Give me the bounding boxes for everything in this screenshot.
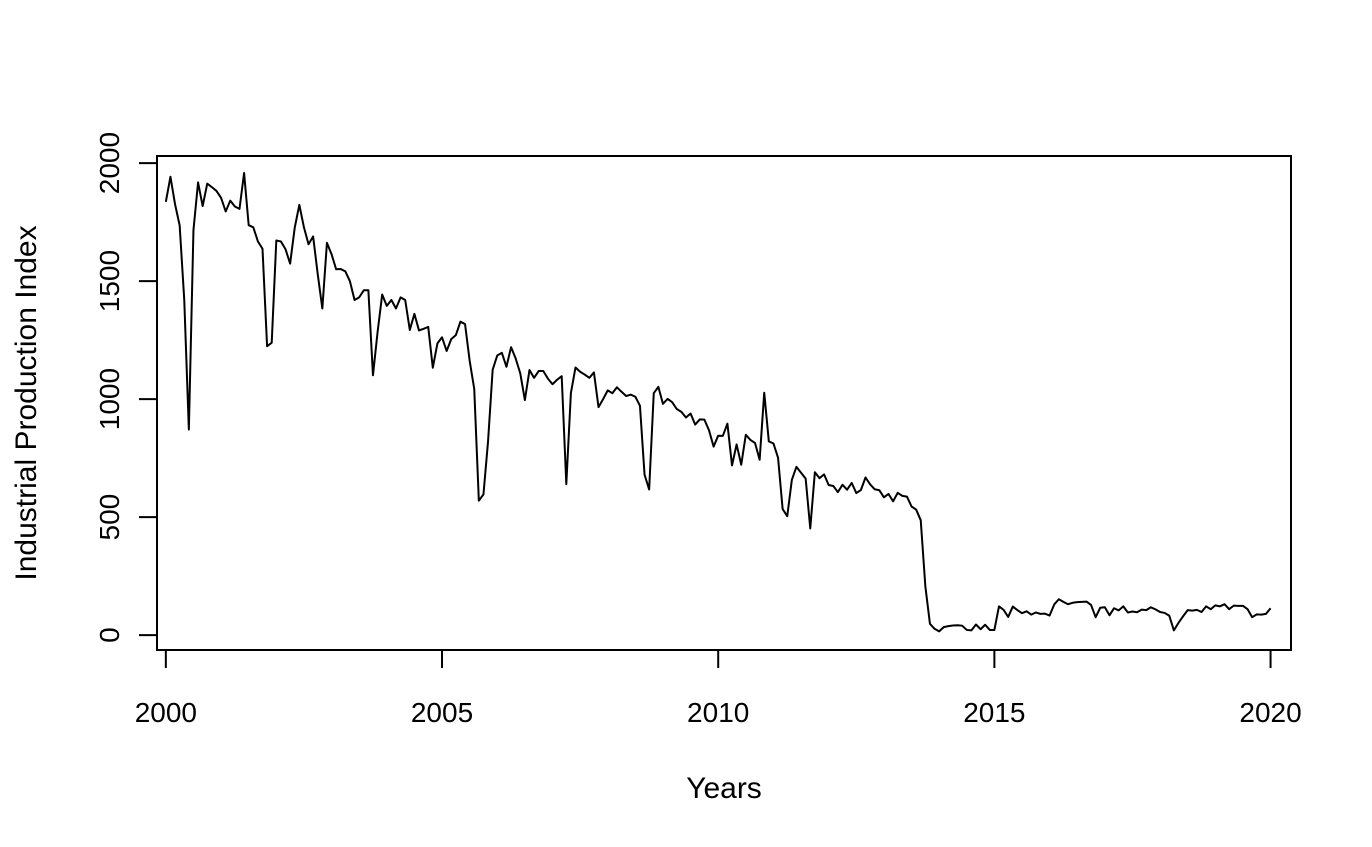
plot-frame	[156, 155, 1292, 651]
x-axis-title: Years	[686, 772, 762, 805]
x-axis: 2000 2005 2010 2015 2020	[135, 649, 1302, 728]
y-axis: 0 500 1000 1500 2000	[94, 132, 158, 643]
y-tick-label: 2000	[94, 132, 125, 194]
x-tick-label: 2010	[687, 697, 749, 728]
x-tick-label: 2015	[963, 697, 1025, 728]
x-tick-label: 2000	[135, 697, 197, 728]
series-line-0	[164, 171, 1272, 633]
x-tick-label: 2020	[1239, 697, 1301, 728]
y-axis-title: Industrial Production Index	[10, 225, 43, 580]
y-tick-label: 0	[94, 627, 125, 643]
y-tick-label: 1500	[94, 250, 125, 312]
y-tick-label: 1000	[94, 368, 125, 430]
y-tick-label: 500	[94, 494, 125, 541]
series-layer	[164, 171, 1272, 633]
x-tick-label: 2005	[411, 697, 473, 728]
